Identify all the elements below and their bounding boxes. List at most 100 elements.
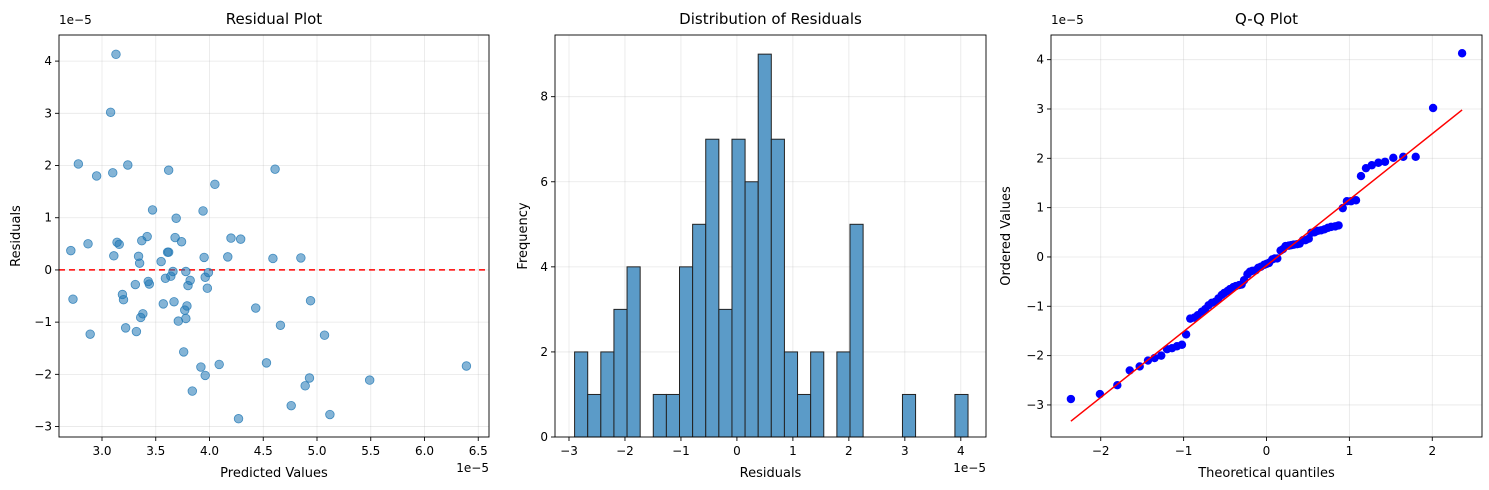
residual-point bbox=[286, 400, 296, 411]
qq-point bbox=[1380, 157, 1390, 166]
y-tick-label: 0 bbox=[540, 430, 548, 444]
y-tick-label: 1 bbox=[44, 211, 52, 225]
residual-point bbox=[181, 266, 191, 277]
residual-point bbox=[233, 414, 244, 424]
axes-frame bbox=[554, 34, 987, 438]
residual-point bbox=[83, 239, 93, 249]
y-tick-label: 4 bbox=[44, 54, 52, 68]
residual-point bbox=[319, 330, 330, 340]
y-tick-label: 6 bbox=[540, 175, 548, 189]
residual-point bbox=[111, 49, 121, 60]
histogram-bar bbox=[954, 393, 969, 438]
histogram-bar bbox=[652, 393, 667, 438]
qq-point bbox=[1177, 340, 1187, 349]
x-tick-label: 3 bbox=[901, 444, 909, 458]
residual-point bbox=[364, 375, 375, 385]
residual-point bbox=[163, 247, 174, 257]
residual-point bbox=[123, 160, 133, 170]
y-tick-label: −1 bbox=[1026, 299, 1044, 313]
histogram-bar bbox=[600, 351, 615, 438]
histogram-bar bbox=[836, 351, 851, 438]
qq-point bbox=[1356, 171, 1366, 181]
residual-point bbox=[304, 373, 315, 383]
residual-point bbox=[158, 299, 168, 309]
x-tick-label: 3.5 bbox=[146, 444, 165, 458]
chart-title: Distribution of Residuals bbox=[679, 10, 862, 28]
histogram-bar bbox=[901, 393, 917, 438]
residual-point bbox=[275, 320, 286, 330]
y-axis-label: Frequency bbox=[516, 202, 531, 269]
residual-point bbox=[156, 256, 166, 267]
x-tick-label: 3.0 bbox=[92, 444, 111, 458]
residual-point bbox=[178, 347, 189, 357]
y-tick-label: 2 bbox=[540, 345, 548, 359]
residual-point bbox=[300, 381, 310, 391]
residual-point bbox=[171, 213, 181, 223]
x-axis-label: Residuals bbox=[740, 466, 802, 481]
histogram-bar bbox=[626, 266, 641, 438]
residual-point bbox=[196, 362, 206, 372]
residual-point bbox=[68, 294, 78, 304]
histogram-bar bbox=[797, 393, 812, 438]
qq-point bbox=[1411, 152, 1420, 162]
x-tick-label: 4.0 bbox=[200, 444, 219, 458]
residual-point bbox=[235, 234, 246, 244]
x-axis-label: Theoretical quantiles bbox=[1197, 466, 1335, 481]
y-tick-label: −3 bbox=[1026, 398, 1044, 412]
residual-point bbox=[203, 267, 214, 278]
residual-point bbox=[325, 409, 335, 420]
y-axis-label: Ordered Values bbox=[999, 186, 1014, 286]
residual-point bbox=[131, 326, 142, 337]
residual-point bbox=[66, 245, 76, 256]
y-tick-label: −2 bbox=[1026, 349, 1044, 363]
residual-point bbox=[185, 275, 195, 286]
histogram-bar bbox=[718, 308, 733, 438]
chart-panel-3: −2 −1 0 1 2 −3 −2 −1 0 1 2 3 4 Q-Q Plot Theoretical qu… bbox=[999, 10, 1483, 481]
histogram-bar bbox=[613, 308, 628, 438]
y-tick-label: −2 bbox=[34, 367, 52, 381]
residual-point bbox=[108, 168, 118, 178]
residual-point bbox=[305, 296, 316, 306]
residual-point bbox=[268, 253, 278, 264]
residual-point bbox=[223, 252, 233, 262]
x-tick-label: 4.5 bbox=[254, 444, 273, 458]
y-tick-label: 2 bbox=[1036, 151, 1044, 165]
residual-point bbox=[251, 303, 261, 313]
histogram-bar bbox=[783, 351, 799, 438]
histogram-bar bbox=[770, 138, 785, 438]
x-tick-label: 5.0 bbox=[307, 444, 326, 458]
x-tick-label: 1 bbox=[789, 444, 797, 458]
x-offset-text: 1e−5 bbox=[456, 461, 489, 475]
y-tick-label: 0 bbox=[44, 263, 52, 277]
residual-point bbox=[85, 329, 95, 339]
histogram-bar bbox=[731, 138, 746, 438]
histogram-bar bbox=[705, 138, 720, 438]
x-tick-label: 1 bbox=[1346, 444, 1354, 458]
qq-point bbox=[1428, 103, 1438, 113]
histogram-bar bbox=[810, 351, 825, 438]
histogram-bar bbox=[665, 393, 681, 438]
x-tick-label: 6.0 bbox=[415, 444, 434, 458]
residual-point bbox=[130, 279, 141, 290]
qq-point bbox=[1351, 196, 1361, 205]
x-tick-label: 2 bbox=[845, 444, 853, 458]
x-tick-label: 5.5 bbox=[361, 444, 380, 458]
histogram-bar bbox=[587, 393, 602, 438]
histogram-bar bbox=[849, 223, 864, 438]
residual-point bbox=[134, 258, 145, 268]
residual-point bbox=[169, 297, 179, 307]
residual-point bbox=[91, 171, 102, 181]
y-offset-text: 1e−5 bbox=[59, 13, 92, 27]
residual-point bbox=[120, 323, 131, 333]
x-tick-label: −3 bbox=[560, 444, 578, 458]
residual-point bbox=[144, 279, 155, 289]
axes-frame bbox=[58, 34, 490, 438]
qq-point bbox=[1334, 221, 1343, 230]
residual-point bbox=[73, 159, 84, 169]
histogram-bar bbox=[692, 223, 707, 438]
qq-point bbox=[1273, 254, 1282, 263]
residual-point bbox=[187, 386, 198, 396]
residual-point bbox=[109, 251, 119, 261]
chart-title: Q-Q Plot bbox=[1235, 10, 1298, 28]
